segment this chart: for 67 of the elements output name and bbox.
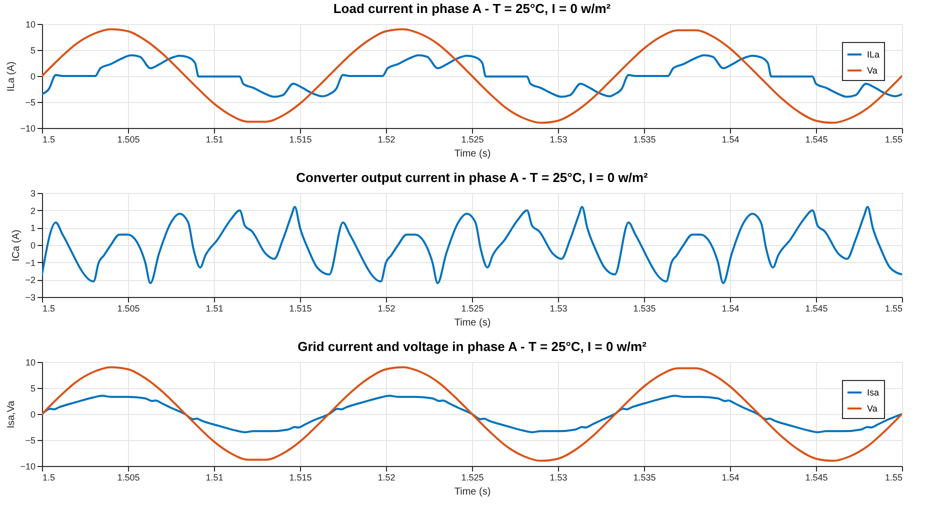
x-tick-label: 1.545 <box>805 304 828 314</box>
y-tick-label: 2 <box>30 206 36 216</box>
x-tick-label: 1.535 <box>633 134 656 144</box>
y-tick-label: −3 <box>25 292 36 302</box>
x-tick-label: 1.54 <box>722 304 740 314</box>
y-axis-title: ICa (A) <box>11 230 22 262</box>
y-tick-label: 5 <box>30 46 36 56</box>
x-tick-label: 1.5 <box>42 134 56 144</box>
y-tick-label: 0 <box>30 72 36 82</box>
x-tick-label: 1.535 <box>633 304 656 314</box>
line-series <box>42 366 902 462</box>
y-tick-label: 0 <box>30 410 36 420</box>
x-tick-label: 1.54 <box>722 472 740 482</box>
x-tick-label: 1.505 <box>117 472 140 482</box>
x-axis-title: Time (s) <box>454 486 491 498</box>
x-tick-label: 1.515 <box>289 134 312 144</box>
x-tick-label: 1.545 <box>805 472 828 482</box>
x-tick-label: 1.55 <box>884 134 902 144</box>
x-axis-title: Time (s) <box>454 148 491 160</box>
y-tick-label: −2 <box>25 275 36 286</box>
y-tick-label: −10 <box>20 462 36 472</box>
x-tick-label: 1.51 <box>206 304 224 314</box>
x-tick-label: 1.55 <box>884 472 902 482</box>
x-axis-title: Time (s) <box>454 318 491 328</box>
y-tick-label: −10 <box>20 124 36 134</box>
legend-label: Va <box>867 66 878 76</box>
x-tick-label: 1.525 <box>461 304 484 314</box>
line-series <box>42 28 902 124</box>
y-tick-label: −1 <box>25 258 36 268</box>
y-axis-title: Isa,Va <box>6 400 18 428</box>
chart-title: Converter output current in phase A - T = 25°C, I = 0 w/m² <box>296 170 649 185</box>
x-tick-label: 1.52 <box>378 304 396 314</box>
y-tick-label: −5 <box>25 98 36 108</box>
x-tick-label: 1.515 <box>289 304 312 314</box>
y-tick-label: −5 <box>25 436 36 446</box>
y-axis-title: ILa (A) <box>6 61 18 92</box>
y-tick-label: 10 <box>25 20 36 30</box>
x-tick-label: 1.515 <box>289 472 312 482</box>
x-tick-label: 1.545 <box>805 134 828 144</box>
x-tick-label: 1.51 <box>206 134 224 144</box>
x-tick-label: 1.54 <box>722 134 740 144</box>
x-tick-label: 1.525 <box>461 134 484 144</box>
x-tick-label: 1.52 <box>378 134 396 144</box>
line-series <box>42 394 902 434</box>
y-tick-label: 1 <box>30 223 36 234</box>
y-tick-label: 10 <box>25 358 36 368</box>
legend-label: Va <box>867 404 878 414</box>
x-tick-label: 1.505 <box>117 304 140 314</box>
chart-title: Load current in phase A - T = 25°C, I = 0 w/m² <box>333 1 612 16</box>
line-series <box>42 206 902 284</box>
x-tick-label: 1.53 <box>550 472 568 482</box>
y-tick-label: 5 <box>30 384 36 394</box>
x-tick-label: 1.53 <box>550 134 568 144</box>
legend-label: ILa <box>867 50 880 60</box>
x-tick-label: 1.55 <box>884 304 902 314</box>
x-tick-label: 1.505 <box>117 134 140 144</box>
x-tick-label: 1.5 <box>42 472 56 482</box>
y-tick-label: 0 <box>30 240 36 250</box>
y-tick-label: 3 <box>30 188 36 198</box>
x-tick-label: 1.53 <box>550 304 568 314</box>
x-tick-label: 1.5 <box>42 304 56 314</box>
x-tick-label: 1.535 <box>633 472 656 482</box>
x-tick-label: 1.525 <box>461 472 484 482</box>
x-tick-label: 1.51 <box>206 472 224 482</box>
chart-title: Grid current and voltage in phase A - T = 25°C, I = 0 w/m² <box>298 339 648 354</box>
legend-label: Isa <box>867 388 880 398</box>
x-tick-label: 1.52 <box>378 472 396 482</box>
